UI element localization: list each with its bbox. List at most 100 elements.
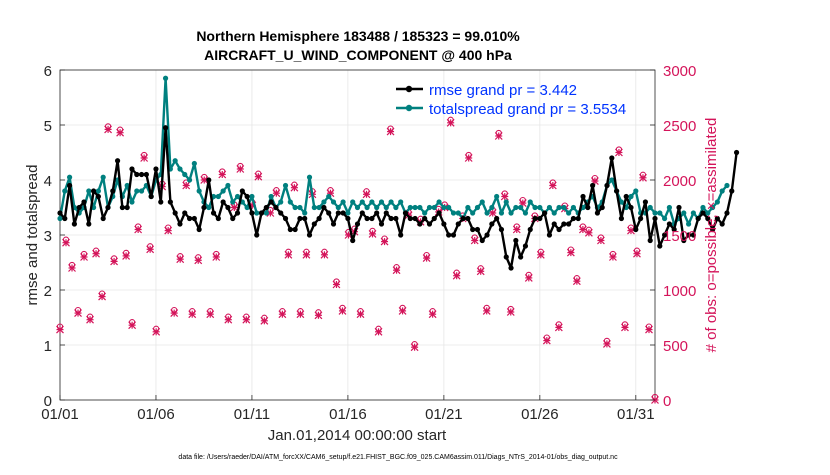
y-tick-label: 3 <box>44 228 52 245</box>
obs-count-point <box>392 264 401 275</box>
rmse-point <box>129 166 135 172</box>
obs-count-point <box>494 129 503 140</box>
obs-count-point <box>128 319 137 330</box>
obs-count-point <box>206 308 215 319</box>
rmse-point <box>143 171 149 178</box>
rmse-point <box>542 210 548 216</box>
totalspread-point <box>436 199 442 205</box>
rmse-point <box>580 193 586 200</box>
totalspread-point <box>302 210 308 216</box>
totalspread-point <box>378 199 385 205</box>
y2-tick-label: 2000 <box>663 173 696 190</box>
rmse-point <box>220 199 226 205</box>
rmse-point <box>354 221 361 227</box>
obs-count-point <box>584 226 593 237</box>
totalspread-point <box>340 199 346 205</box>
legend-rmse-marker <box>405 85 413 93</box>
totalspread-point <box>633 188 639 194</box>
obs-count-point <box>452 269 461 280</box>
rmse-point <box>671 226 677 233</box>
totalspread-point <box>407 204 413 211</box>
obs-count-point <box>218 168 227 179</box>
y-tick-label: 1 <box>44 338 52 355</box>
y2-tick-label: 1500 <box>663 228 696 245</box>
totalspread-point <box>57 215 63 222</box>
obs-count-point <box>314 309 323 320</box>
legend-rmse-label: rmse grand pr = 3.442 <box>429 82 577 99</box>
rmse-point <box>489 221 495 227</box>
totalspread-point <box>215 193 221 200</box>
totalspread-point <box>508 210 514 216</box>
totalspread-point <box>292 204 298 211</box>
rmse-point <box>57 210 63 216</box>
rmse-point <box>292 226 298 233</box>
axis-ticks: 0 1 2 3 4 5 6 0 500 1000 1500 2000 2500 3000 01/01 01/0… <box>41 63 696 423</box>
rmse-point <box>114 158 121 164</box>
rmse-point <box>628 204 634 211</box>
totalspread-point <box>335 204 341 211</box>
rmse-point <box>566 221 572 227</box>
totalspread-point <box>206 204 212 211</box>
rmse-point <box>709 226 716 233</box>
rmse-point <box>388 215 394 222</box>
rmse-point <box>297 215 303 222</box>
rmse-point <box>446 232 452 238</box>
y-tick-label: 6 <box>44 63 52 80</box>
rmse-point <box>244 193 250 200</box>
totalspread-point <box>249 193 255 200</box>
rmse-point <box>249 210 255 216</box>
rmse-point <box>383 210 389 216</box>
rmse-point <box>638 215 644 222</box>
rmse-point <box>657 243 663 249</box>
obs-count-point <box>554 321 563 332</box>
totalspread-point <box>714 199 720 205</box>
totalspread-point <box>393 204 399 211</box>
totalspread-point <box>321 199 327 205</box>
y2-tick-label: 3000 <box>663 63 696 80</box>
totalspread-point <box>450 210 457 216</box>
rmse-point <box>201 204 207 211</box>
obs-count-point <box>639 171 647 182</box>
rmse-point <box>412 215 418 222</box>
rmse-point <box>522 243 529 249</box>
obs-count-point <box>506 305 515 316</box>
rmse-point <box>690 232 696 238</box>
totalspread-point <box>513 204 519 211</box>
totalspread-point <box>705 210 711 216</box>
totalspread-point <box>383 204 389 211</box>
rmse-point <box>158 199 164 205</box>
rmse-point <box>254 232 260 238</box>
obs-count-point <box>645 323 653 334</box>
obs-count-point <box>524 271 533 282</box>
rmse-point <box>330 221 337 227</box>
totalspread-point <box>657 210 663 216</box>
rmse-point <box>676 204 682 211</box>
obs-count-point <box>464 151 473 162</box>
rmse-point <box>206 177 212 183</box>
obs-count-point <box>146 243 155 254</box>
obs-count-point <box>140 151 149 162</box>
rmse-point <box>527 226 533 233</box>
rmse-point <box>321 204 327 211</box>
rmse-point <box>494 215 500 222</box>
totalspread-point <box>527 199 533 205</box>
totalspread-point <box>628 193 634 200</box>
totalspread-point <box>446 204 452 211</box>
rmse-point <box>345 215 351 222</box>
totalspread-point <box>134 188 140 194</box>
rmse-point <box>590 182 596 189</box>
obs-count-point <box>500 190 509 201</box>
totalspread-point <box>129 199 135 205</box>
totalspread-point <box>556 204 562 211</box>
rmse-line <box>59 126 738 270</box>
rmse-point <box>455 221 461 227</box>
y-tick-label: 0 <box>44 393 52 410</box>
totalspread-point <box>417 204 423 211</box>
rmse-point <box>374 210 380 216</box>
totalspread-point <box>86 188 92 194</box>
obs-count-point <box>615 146 623 157</box>
rmse-point <box>196 226 202 233</box>
rmse-point <box>474 226 481 233</box>
obs-count-point <box>338 304 347 315</box>
